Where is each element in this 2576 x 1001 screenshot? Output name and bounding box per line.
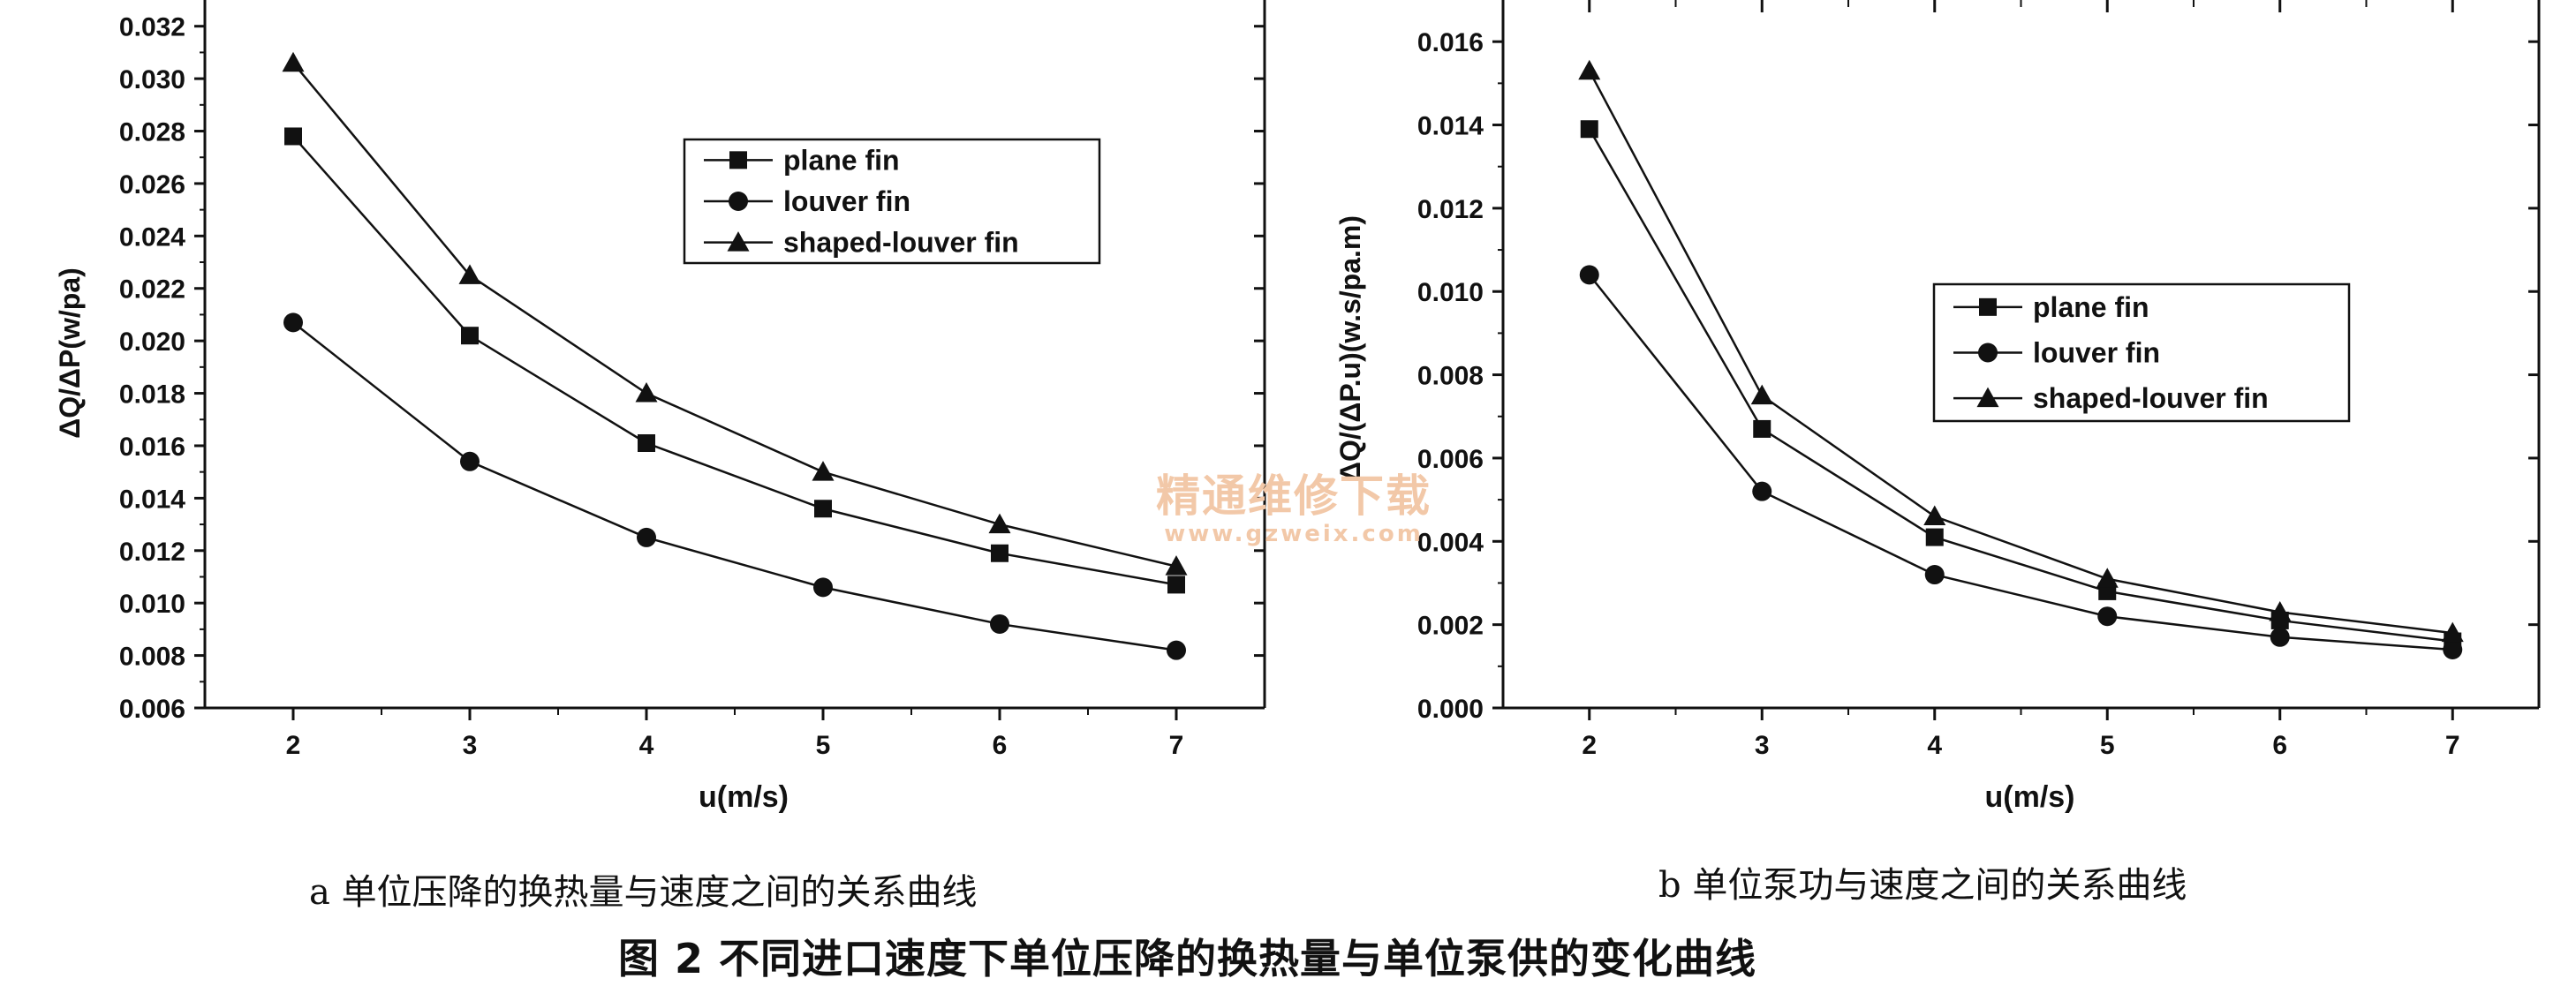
legend-label: shaped-louver fin (2033, 382, 2269, 414)
y-tick-label: 0.032 (119, 13, 185, 42)
legend-label: louver fin (783, 185, 910, 217)
data-point-circle (1752, 481, 1772, 501)
data-point-triangle (635, 382, 658, 403)
series-line-triangle (292, 62, 1177, 568)
data-point-square (284, 127, 302, 146)
data-point-circle (813, 577, 833, 598)
y-tick-label: 0.004 (1417, 528, 1484, 557)
data-point-triangle (1578, 59, 1601, 80)
figure-caption: 图 2 不同进口速度下单位压降的换热量与单位泵供的变化曲线 (618, 935, 1757, 982)
y-tick-label: 0.010 (119, 590, 185, 619)
x-tick-label: 4 (639, 731, 654, 760)
data-point-circle (637, 527, 656, 547)
data-point-triangle (282, 51, 305, 72)
y-tick-label: 0.030 (119, 65, 185, 94)
y-tick-label: 0.016 (119, 433, 185, 462)
y-tick-label: 0.012 (1417, 195, 1484, 224)
data-point-circle (990, 613, 1009, 634)
x-tick-label: 5 (816, 731, 831, 760)
data-point-triangle (2441, 621, 2464, 643)
data-point-circle (1924, 565, 1945, 585)
legend-label: plane fin (783, 144, 900, 176)
series-line-circle (1588, 274, 2453, 651)
legend-label: shaped-louver fin (783, 227, 1019, 259)
data-point-triangle (2096, 568, 2119, 588)
x-tick-label: 7 (1169, 731, 1184, 760)
y-tick-label: 0.008 (1417, 362, 1484, 391)
series-line-triangle (1588, 70, 2453, 635)
legend-marker-triangle (727, 231, 750, 252)
data-point-circle (1167, 640, 1186, 660)
y-tick-label: 0.002 (1417, 612, 1484, 641)
data-point-square (638, 433, 655, 452)
subcaption-a: a 单位压降的换热量与速度之间的关系曲线 (309, 872, 978, 913)
x-axis-title: u(m/s) (1985, 780, 2075, 814)
data-point-circle (283, 312, 303, 333)
x-tick-label: 4 (1927, 731, 1942, 760)
y-tick-label: 0.012 (119, 538, 185, 567)
y-tick-label: 0.028 (119, 118, 185, 147)
legend-label: plane fin (2033, 291, 2149, 323)
legend-marker-triangle (1976, 387, 1999, 408)
x-tick-label: 3 (1755, 731, 1770, 760)
y-axis-title: ΔQ/(ΔP.u)(w.s/pa.m) (1334, 215, 1366, 482)
y-tick-label: 0.014 (119, 485, 185, 514)
y-tick-label: 0.024 (119, 222, 185, 252)
chart-a: 0.006 0.008 0.010 0.012 0.014 0.016 0.018 0.020… (54, 0, 1266, 814)
data-point-triangle (2269, 600, 2292, 621)
x-tick-label: 2 (1582, 731, 1597, 760)
data-point-square (1925, 528, 1944, 546)
data-point-square (1753, 419, 1771, 438)
legend-label: louver fin (2033, 337, 2160, 369)
y-tick-label: 0.026 (119, 170, 185, 199)
legend-marker-circle (729, 192, 748, 211)
data-point-square (461, 327, 479, 345)
data-point-circle (2443, 639, 2463, 659)
subcaption-b: b 单位泵功与速度之间的关系曲线 (1658, 865, 2187, 906)
data-point-circle (460, 451, 480, 471)
data-point-square (1580, 120, 1598, 139)
y-tick-label: 0.022 (119, 275, 185, 305)
legend-marker-square (729, 151, 747, 169)
data-point-triangle (1165, 555, 1188, 576)
x-tick-label: 6 (2272, 731, 2287, 760)
data-point-square (1167, 576, 1185, 594)
data-point-triangle (1750, 384, 1773, 405)
x-tick-label: 3 (463, 731, 478, 760)
data-point-triangle (458, 264, 481, 284)
y-tick-label: 0.006 (1417, 445, 1484, 474)
data-point-triangle (988, 513, 1011, 534)
data-point-circle (2097, 606, 2118, 627)
y-tick-label: 0.016 (1417, 28, 1484, 57)
y-tick-label: 0.010 (1417, 278, 1484, 307)
y-tick-label: 0.014 (1417, 112, 1484, 141)
y-tick-label: 0.000 (1417, 695, 1484, 724)
x-axis-title: u(m/s) (699, 780, 789, 814)
data-point-square (991, 544, 1008, 562)
legend-marker-square (1979, 297, 1997, 316)
chart-b: 0.000 0.002 0.004 0.006 0.008 0.010 0.012 0.014… (1334, 0, 2541, 814)
series-line-square (1588, 128, 2453, 643)
series-line-square (292, 135, 1177, 586)
y-axis-title: ΔQ/ΔP(w/pa) (54, 267, 86, 439)
y-tick-label: 0.006 (119, 695, 185, 724)
data-point-circle (1579, 265, 1599, 285)
data-point-square (814, 500, 832, 518)
data-point-circle (2270, 627, 2290, 647)
y-tick-label: 0.018 (119, 380, 185, 410)
data-point-triangle (812, 461, 835, 481)
x-tick-label: 2 (286, 731, 301, 760)
x-tick-label: 5 (2100, 731, 2115, 760)
series-line-circle (292, 321, 1177, 651)
y-tick-label: 0.020 (119, 327, 185, 357)
y-tick-label: 0.008 (119, 643, 185, 672)
legend-marker-circle (1978, 342, 1998, 363)
x-tick-label: 6 (993, 731, 1008, 760)
data-point-triangle (1923, 505, 1946, 525)
x-tick-label: 7 (2445, 731, 2460, 760)
